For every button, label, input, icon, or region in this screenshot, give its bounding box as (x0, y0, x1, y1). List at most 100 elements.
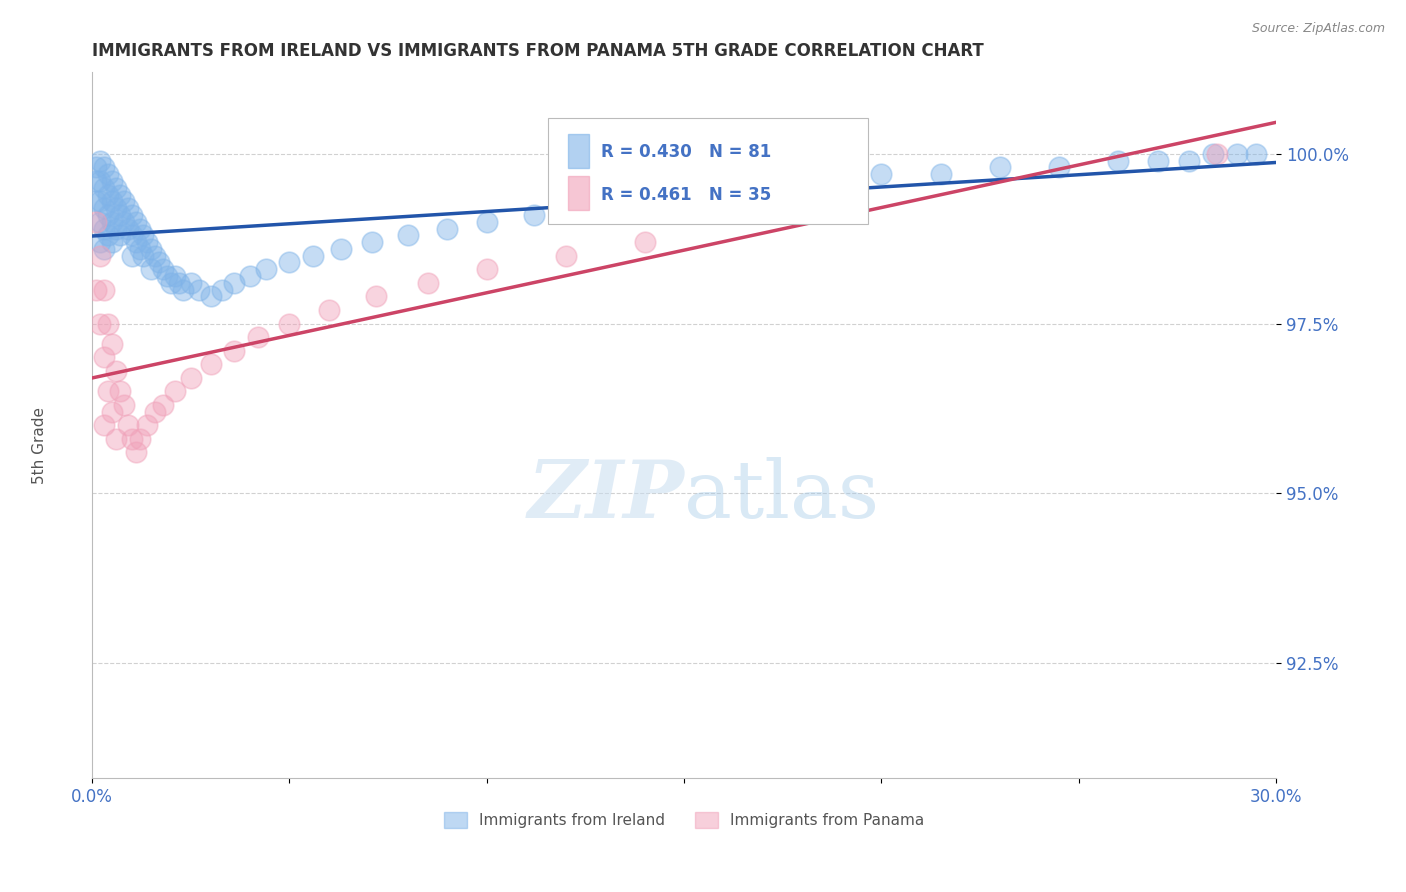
Point (574, 201, 596, 215)
Point (93, 201, 115, 215)
Point (93, 161, 115, 175)
Point (97, 187, 120, 202)
Point (108, 187, 131, 202)
Point (224, 276, 246, 290)
Point (84, 215, 107, 229)
Point (156, 268, 179, 283)
Point (141, 262, 163, 277)
Point (239, 268, 262, 283)
Text: ZIP: ZIP (527, 458, 685, 534)
Point (97, 208, 120, 222)
Point (104, 364, 127, 378)
FancyBboxPatch shape (548, 119, 868, 224)
Point (124, 445, 146, 459)
Point (160, 276, 183, 290)
Point (1107, 153, 1129, 168)
Point (752, 181, 775, 195)
Point (112, 215, 135, 229)
Point (187, 283, 209, 297)
Point (84, 194, 107, 209)
Point (523, 208, 546, 222)
Text: 5th Grade: 5th Grade (32, 408, 46, 484)
Point (302, 249, 325, 263)
Point (475, 262, 498, 277)
Point (101, 405, 124, 419)
Text: IMMIGRANTS FROM IRELAND VS IMMIGRANTS FROM PANAMA 5TH GRADE CORRELATION CHART: IMMIGRANTS FROM IRELAND VS IMMIGRANTS FR… (93, 42, 984, 60)
Text: R = 0.430   N = 81: R = 0.430 N = 81 (602, 144, 772, 161)
Point (254, 262, 277, 277)
Point (97, 384, 120, 399)
Point (121, 208, 143, 222)
Point (167, 276, 190, 290)
Point (211, 283, 233, 297)
Point (128, 432, 150, 446)
Point (128, 221, 150, 235)
Point (108, 384, 131, 399)
Point (89, 317, 111, 331)
Point (870, 167, 893, 181)
Point (104, 221, 127, 235)
Point (101, 215, 124, 229)
Point (101, 194, 124, 209)
Point (93, 181, 115, 195)
Legend: Immigrants from Ireland, Immigrants from Panama: Immigrants from Ireland, Immigrants from… (437, 805, 931, 834)
Point (93, 221, 115, 235)
Text: R = 0.461   N = 35: R = 0.461 N = 35 (602, 186, 772, 203)
Point (634, 194, 657, 209)
Point (1178, 153, 1201, 168)
Point (93, 351, 115, 365)
Point (124, 215, 146, 229)
Point (988, 161, 1011, 175)
Point (172, 283, 194, 297)
Point (278, 317, 301, 331)
Point (811, 174, 834, 188)
Point (180, 371, 202, 385)
Point (101, 174, 124, 188)
Point (693, 187, 716, 202)
Point (124, 235, 146, 249)
Point (224, 343, 246, 358)
Point (112, 194, 135, 209)
Point (117, 201, 139, 215)
Point (93, 283, 115, 297)
Text: atlas: atlas (685, 457, 879, 535)
Point (89, 215, 111, 229)
Point (318, 302, 340, 317)
Point (89, 194, 111, 209)
Point (108, 208, 131, 222)
Point (121, 228, 143, 243)
Point (148, 255, 170, 269)
Point (101, 337, 124, 351)
Point (396, 228, 419, 243)
Point (121, 432, 143, 446)
Point (165, 384, 187, 399)
Point (121, 249, 143, 263)
Point (416, 276, 439, 290)
Point (1047, 161, 1070, 175)
Point (104, 432, 127, 446)
Point (104, 181, 127, 195)
Point (143, 405, 166, 419)
Point (97, 317, 120, 331)
Point (143, 249, 166, 263)
Point (89, 249, 111, 263)
Point (112, 398, 135, 412)
Point (89, 174, 111, 188)
Point (93, 418, 115, 433)
Point (132, 228, 155, 243)
Point (141, 242, 163, 256)
Point (475, 215, 498, 229)
Point (165, 268, 187, 283)
Point (132, 249, 155, 263)
Point (117, 418, 139, 433)
Point (180, 276, 202, 290)
Point (128, 242, 150, 256)
Point (366, 289, 388, 303)
Point (152, 262, 174, 277)
Point (84, 283, 107, 297)
Point (200, 357, 222, 371)
Point (246, 330, 269, 344)
Point (93, 242, 115, 256)
Point (1246, 146, 1268, 161)
Point (136, 418, 159, 433)
